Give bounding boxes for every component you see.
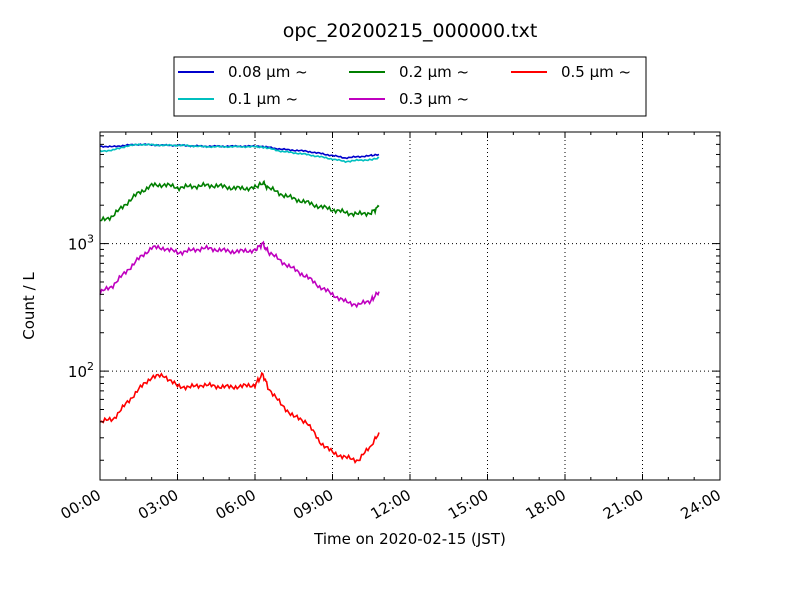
grid xyxy=(100,132,720,480)
x-tick-label: 03:00 xyxy=(135,486,181,523)
x-tick-label: 18:00 xyxy=(523,486,569,523)
x-tick-label: 00:00 xyxy=(58,486,104,523)
y-tick-label: 102 xyxy=(68,360,94,381)
legend-label: 0.3 μm ~ xyxy=(399,90,469,108)
chart-title: opc_20200215_000000.txt xyxy=(283,20,538,42)
series-line xyxy=(99,143,380,164)
ticks xyxy=(99,132,721,480)
legend: 0.08 μm ~ 0.1 μm ~ 0.2 μm ~ 0.3 μm ~ 0.5 μm … xyxy=(178,63,631,108)
x-tick-label: 06:00 xyxy=(213,486,259,523)
x-tick-label: 24:00 xyxy=(678,486,724,523)
series-line xyxy=(99,179,380,222)
x-tick-label: 12:00 xyxy=(368,486,414,523)
series-lines xyxy=(99,143,380,464)
legend-label: 0.5 μm ~ xyxy=(561,63,631,81)
legend-label: 0.08 μm ~ xyxy=(228,63,308,81)
legend-label: 0.2 μm ~ xyxy=(399,63,469,81)
y-axis-label: Count / L xyxy=(20,272,38,340)
legend-box xyxy=(173,56,647,117)
series-line xyxy=(99,240,380,309)
x-tick-label: 21:00 xyxy=(600,486,646,523)
x-tick-label: 15:00 xyxy=(445,486,491,523)
series-line xyxy=(99,371,380,464)
y-tick-label: 103 xyxy=(68,233,94,254)
legend-label: 0.1 μm ~ xyxy=(228,90,298,108)
plot-area xyxy=(100,132,720,480)
x-tick-label: 09:00 xyxy=(290,486,336,523)
x-axis-label: Time on 2020-02-15 (JST) xyxy=(313,530,506,548)
